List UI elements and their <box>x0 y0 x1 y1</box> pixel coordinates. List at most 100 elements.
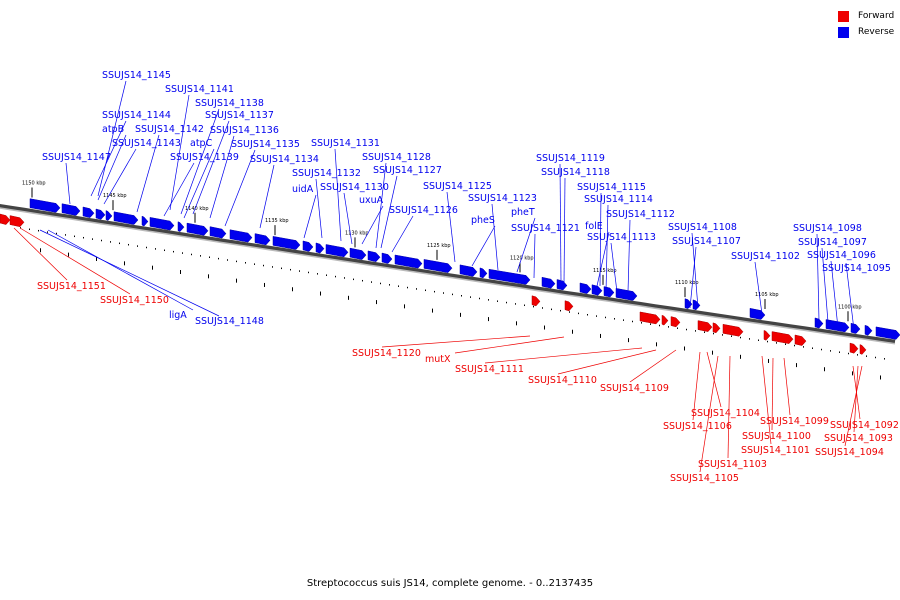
minor-tick <box>281 267 282 270</box>
minor-tick <box>848 352 849 355</box>
gene-connector <box>692 351 701 421</box>
minor-tick <box>796 363 797 368</box>
forward-gene-label: SSUJS14_1099 <box>760 416 829 427</box>
reverse-gene-label: SSUJS14_1098 <box>793 223 862 234</box>
gene-connector <box>845 262 855 331</box>
minor-tick <box>497 300 498 302</box>
reverse-gene <box>367 250 381 262</box>
minor-tick <box>452 293 453 296</box>
reverse-gene <box>315 242 325 254</box>
reverse-swatch <box>838 26 849 38</box>
reverse-gene-label: SSUJS14_1097 <box>798 237 867 248</box>
minor-tick <box>572 329 573 334</box>
gene-connector <box>754 261 763 315</box>
minor-tick <box>596 315 597 317</box>
reverse-gene-label: SSUJS14_1112 <box>606 209 675 220</box>
reverse-gene-label: uxuA <box>359 195 384 206</box>
minor-tick <box>866 355 867 357</box>
reverse-gene-label: SSUJS14_1115 <box>577 182 646 193</box>
minor-tick <box>668 326 669 328</box>
gene-connector <box>19 227 131 295</box>
forward-swatch <box>838 10 849 22</box>
gene-connector <box>816 233 820 321</box>
minor-tick <box>569 311 570 313</box>
reverse-gene <box>875 326 900 340</box>
minor-tick <box>461 295 462 297</box>
reverse-gene <box>254 233 271 246</box>
forward-gene <box>639 311 661 325</box>
gene-connector <box>727 355 731 459</box>
minor-tick <box>236 260 237 263</box>
minor-tick <box>290 268 291 271</box>
forward-gene-label: SSUJS14_1103 <box>698 459 767 470</box>
minor-tick <box>272 266 273 268</box>
gene-connector <box>97 134 127 201</box>
legend: Forward Reverse <box>838 8 894 40</box>
minor-tick <box>101 239 102 242</box>
gene-connector <box>180 108 220 215</box>
minor-tick <box>68 252 69 257</box>
minor-tick <box>767 340 768 343</box>
minor-tick <box>308 271 309 274</box>
gene-connector <box>192 120 230 215</box>
minor-tick <box>20 227 21 229</box>
reverse-gene <box>381 252 393 264</box>
forward-gene <box>859 344 867 355</box>
minor-tick <box>722 334 723 336</box>
forward-gene <box>661 314 669 326</box>
minor-tick <box>65 234 66 236</box>
gene-connector <box>557 349 657 375</box>
reverse-gene-label: SSUJS14_1125 <box>423 181 492 192</box>
minor-tick <box>264 282 265 287</box>
tick-label: 1105 kbp <box>755 292 779 298</box>
reverse-gene-label: SSUJS14_1130 <box>320 182 389 193</box>
minor-tick <box>488 317 489 322</box>
reverse-gene-label: SSUJS14_1126 <box>389 205 458 216</box>
minor-tick <box>200 255 201 257</box>
minor-tick <box>245 262 246 264</box>
reverse-gene-label: SSUJS14_1138 <box>195 98 264 109</box>
minor-tick <box>182 252 183 254</box>
minor-tick <box>209 256 210 258</box>
forward-gene-label: SSUJS14_1092 <box>830 420 899 431</box>
minor-tick <box>416 288 417 290</box>
reverse-gene <box>113 211 139 225</box>
minor-tick <box>515 303 516 305</box>
minor-tick <box>605 316 606 319</box>
gene-connector <box>334 148 342 242</box>
gene-connector <box>259 164 275 229</box>
forward-gene-label: SSUJS14_1093 <box>824 433 893 444</box>
reverse-gene-label: SSUJS14_1118 <box>541 167 610 178</box>
forward-gene-label: SSUJS14_1094 <box>815 447 884 458</box>
minor-tick <box>137 245 138 247</box>
minor-tick <box>812 347 813 349</box>
minor-tick <box>533 305 534 308</box>
reverse-gene <box>29 198 61 213</box>
reverse-gene <box>105 210 113 221</box>
gene-connector <box>97 80 127 197</box>
tick-label: 1145 kbp <box>103 193 127 199</box>
minor-tick <box>263 264 264 267</box>
reverse-gene <box>394 254 423 269</box>
reverse-gene <box>579 282 592 294</box>
minor-tick <box>875 356 876 359</box>
gene-connector <box>844 365 863 447</box>
genome-backbone <box>0 203 896 344</box>
gene-connector <box>163 162 195 217</box>
minor-tick <box>371 281 372 283</box>
minor-tick <box>758 339 759 341</box>
minor-tick <box>506 301 507 304</box>
minor-tick <box>542 307 543 309</box>
reverse-gene-label: SSUJS14_1139 <box>170 152 239 163</box>
minor-tick <box>236 278 237 283</box>
forward-gene-label: SSUJS14_1120 <box>352 348 421 359</box>
forward-gene <box>712 322 721 334</box>
minor-tick <box>656 342 657 347</box>
forward-gene-label: SSUJS14_1110 <box>528 375 597 386</box>
forward-gene-label: SSUJS14_1150 <box>100 295 169 306</box>
reverse-gene-label: SSUJS14_1095 <box>822 263 891 274</box>
forward-gene-label: SSUJS14_1100 <box>742 431 811 442</box>
gene-connector <box>380 175 398 249</box>
minor-tick <box>119 242 120 245</box>
minor-tick <box>443 292 444 294</box>
